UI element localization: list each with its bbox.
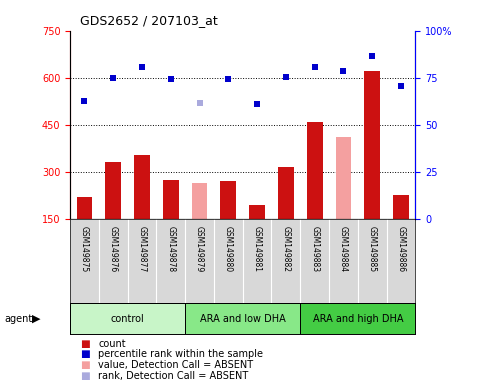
Bar	[185, 303, 300, 334]
Text: control: control	[111, 314, 144, 324]
Text: value, Detection Call = ABSENT: value, Detection Call = ABSENT	[98, 360, 253, 370]
Bar	[220, 181, 236, 219]
Text: ■: ■	[80, 349, 89, 359]
Bar	[70, 303, 185, 334]
Bar	[76, 197, 92, 219]
Bar	[393, 195, 409, 219]
Text: GDS2652 / 207103_at: GDS2652 / 207103_at	[80, 14, 217, 27]
Text: count: count	[98, 339, 126, 349]
Bar	[300, 303, 415, 334]
Text: GSM149880: GSM149880	[224, 226, 233, 272]
Bar	[134, 155, 150, 219]
Bar	[336, 137, 351, 219]
Text: ■: ■	[80, 339, 89, 349]
Text: GSM149883: GSM149883	[310, 226, 319, 272]
Text: rank, Detection Call = ABSENT: rank, Detection Call = ABSENT	[98, 371, 248, 381]
Text: GSM149886: GSM149886	[397, 226, 406, 272]
Text: GSM149877: GSM149877	[138, 226, 146, 272]
Text: GSM149878: GSM149878	[166, 226, 175, 272]
Text: percentile rank within the sample: percentile rank within the sample	[98, 349, 263, 359]
Text: GSM149882: GSM149882	[282, 226, 290, 271]
Bar	[364, 71, 380, 219]
Bar	[307, 122, 323, 219]
Text: ■: ■	[80, 371, 89, 381]
Text: ▶: ▶	[32, 314, 41, 324]
Text: ARA and low DHA: ARA and low DHA	[200, 314, 285, 324]
Text: ■: ■	[80, 360, 89, 370]
Bar	[249, 205, 265, 219]
Text: GSM149881: GSM149881	[253, 226, 262, 271]
Text: agent: agent	[5, 314, 33, 324]
Bar	[163, 180, 179, 219]
Text: GSM149884: GSM149884	[339, 226, 348, 272]
Text: ARA and high DHA: ARA and high DHA	[313, 314, 403, 324]
Bar	[192, 183, 208, 219]
Text: GSM149875: GSM149875	[80, 226, 89, 272]
Text: GSM149876: GSM149876	[109, 226, 118, 272]
Bar	[105, 162, 121, 219]
Text: GSM149885: GSM149885	[368, 226, 377, 272]
Bar	[278, 167, 294, 219]
Text: GSM149879: GSM149879	[195, 226, 204, 272]
